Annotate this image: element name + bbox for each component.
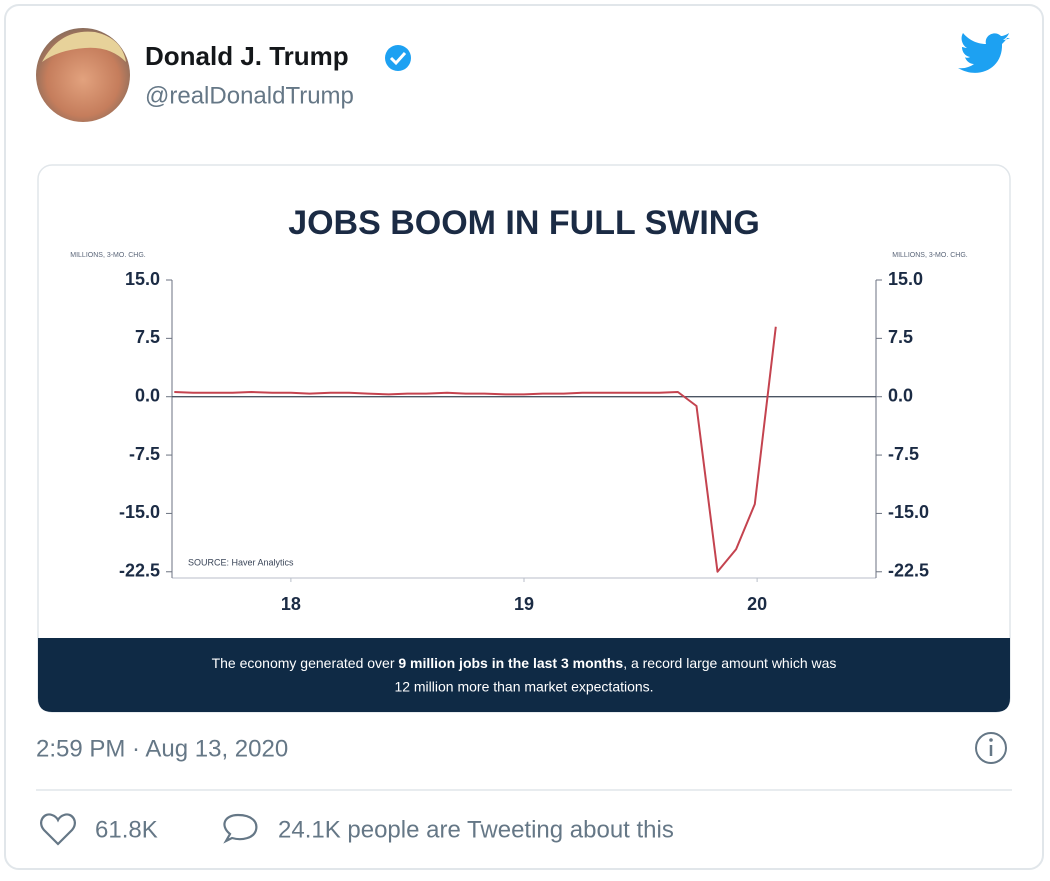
y2-tick-label: -15.0 <box>888 502 929 522</box>
y2-axis-label: MILLIONS, 3-MO. CHG. <box>892 252 968 259</box>
y2-tick-label: -7.5 <box>888 444 919 464</box>
avatar-hair <box>42 31 126 62</box>
y-tick-label: -15.0 <box>119 502 160 522</box>
like-count[interactable]: 61.8K <box>95 816 158 843</box>
caption-banner <box>38 638 1010 712</box>
timestamp[interactable]: 2:59 PM · Aug 13, 2020 <box>36 735 288 762</box>
plot: 15.0 7.5 0.0 -7.5 -15.0 -22.5 15.0 7.5 0.0 -7.5 -1… <box>119 269 929 614</box>
caption-text: , a record large amount which was <box>623 655 836 671</box>
verified-badge <box>385 45 411 71</box>
badge-check <box>389 51 407 66</box>
y-tick-label: 0.0 <box>135 385 160 405</box>
caption-text: The economy generated over <box>212 655 399 671</box>
data-line <box>174 326 777 573</box>
y-tick-label: 15.0 <box>125 269 160 289</box>
reply-icon[interactable] <box>223 813 258 844</box>
y-tick-label: 7.5 <box>135 327 160 347</box>
source-note: SOURCE: Haver Analytics <box>188 557 294 567</box>
y2-tick-label: -22.5 <box>888 561 929 581</box>
y2-tick-label: 7.5 <box>888 327 913 347</box>
display-name[interactable]: Donald J. Trump <box>145 41 349 71</box>
caption-line: The economy generated over 9 million job… <box>212 655 837 671</box>
tweeting-count[interactable]: 24.1K people are Tweeting about this <box>278 816 674 843</box>
x-tick-label: 19 <box>514 594 534 614</box>
y2-tick-label: 15.0 <box>888 269 923 289</box>
y-tick-label: -7.5 <box>129 444 160 464</box>
badge-circle <box>385 45 411 71</box>
caption-line: 12 million more than market expectations… <box>394 679 653 695</box>
like-icon[interactable] <box>40 813 76 846</box>
media-card[interactable] <box>37 164 1011 713</box>
handle[interactable]: @realDonaldTrump <box>145 82 354 109</box>
info-circle[interactable] <box>975 732 1007 764</box>
caption-bold: 9 million jobs in the last 3 months <box>398 655 623 671</box>
chart-title: JOBS BOOM IN FULL SWING <box>288 204 760 242</box>
twitter-logo[interactable] <box>958 33 1010 73</box>
info-icon[interactable] <box>975 732 1007 764</box>
x-tick-label: 20 <box>747 594 767 614</box>
y-tick-label: -22.5 <box>119 561 160 581</box>
avatar[interactable] <box>36 28 130 122</box>
y2-tick-label: 0.0 <box>888 385 913 405</box>
x-tick-label: 18 <box>281 594 301 614</box>
info-dot <box>989 738 993 742</box>
y-axis-label: MILLIONS, 3-MO. CHG. <box>70 252 146 259</box>
